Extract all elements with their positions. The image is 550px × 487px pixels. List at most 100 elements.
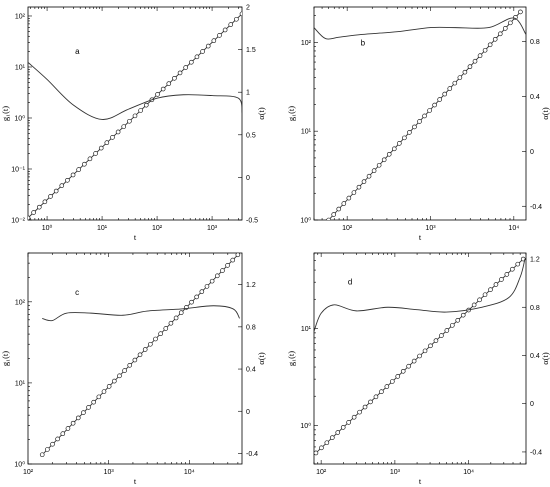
y-left-tick-label: 10¹ bbox=[301, 129, 312, 136]
x-axis-label: t bbox=[134, 232, 137, 242]
g1-data-point bbox=[111, 378, 117, 384]
y-right-tick-label: 0 bbox=[530, 149, 534, 156]
g1-data-point bbox=[204, 284, 210, 289]
g1-data-point bbox=[81, 410, 86, 415]
g1-data-point bbox=[158, 331, 163, 337]
g1-data-point bbox=[183, 65, 188, 70]
y-right-tick-label: -0.5 bbox=[246, 218, 258, 225]
g1-data-point bbox=[214, 273, 220, 279]
y-right-axis-label: α(t) bbox=[256, 107, 266, 120]
g1-data-point bbox=[391, 146, 397, 152]
g1-data-point bbox=[122, 368, 127, 373]
y-left-tick-label: 10¹ bbox=[15, 380, 26, 387]
g1-data-point bbox=[515, 261, 521, 267]
g1-data-point bbox=[520, 256, 526, 262]
g1-data-point bbox=[422, 348, 428, 354]
y-right-tick-label: 0.4 bbox=[530, 353, 540, 360]
g1-data-point bbox=[70, 420, 76, 426]
g1-data-point bbox=[319, 445, 324, 451]
y-left-tick-label: 10² bbox=[15, 299, 26, 306]
y-right-tick-label: 0 bbox=[246, 175, 250, 182]
g1-data-point bbox=[371, 168, 377, 174]
y-right-tick-label: 0 bbox=[530, 401, 534, 408]
g1-data-point bbox=[28, 215, 31, 220]
x-tick-label: 10³ bbox=[207, 225, 218, 232]
g1-data-point bbox=[53, 188, 59, 194]
g1-data-point bbox=[48, 194, 53, 199]
g1-data-point bbox=[502, 26, 508, 31]
plot-frame bbox=[27, 6, 243, 221]
g1-data-point bbox=[115, 129, 121, 135]
g1-data-point bbox=[395, 374, 401, 379]
g1-data-point bbox=[381, 157, 387, 163]
g1-data-point bbox=[467, 64, 473, 69]
g1-data-point bbox=[340, 425, 346, 430]
g1-data-point bbox=[376, 162, 382, 168]
panel-label: a bbox=[75, 47, 80, 56]
g1-data-point bbox=[428, 343, 433, 349]
g1-data-point bbox=[87, 156, 93, 162]
g1-data-point bbox=[132, 357, 138, 363]
g1-data-point bbox=[356, 184, 362, 190]
g1-data-point bbox=[239, 11, 242, 17]
g1-data-point bbox=[209, 278, 215, 284]
y-right-tick-label: -0.4 bbox=[246, 451, 258, 458]
x-axis-label: t bbox=[419, 232, 422, 242]
x-tick-label: 10³ bbox=[425, 225, 436, 232]
panel-label: b bbox=[361, 38, 366, 47]
y-left-tick-label: 10⁰ bbox=[14, 461, 25, 469]
g1-data-point bbox=[400, 368, 406, 374]
alpha-series-line bbox=[28, 62, 242, 120]
g1-data-point bbox=[460, 312, 466, 318]
g1-data-point bbox=[335, 430, 341, 435]
g1-data-point bbox=[60, 431, 66, 437]
x-tick-label: 10⁴ bbox=[463, 469, 474, 476]
y-left-tick-label: 10⁰ bbox=[300, 422, 311, 430]
g1-data-point bbox=[76, 167, 81, 172]
g1-data-point bbox=[31, 210, 36, 215]
g1-data-point bbox=[439, 333, 444, 338]
g1-data-point bbox=[482, 47, 488, 53]
x-axis-label: t bbox=[419, 476, 422, 486]
g1-data-point bbox=[36, 204, 42, 210]
g1-data-point bbox=[194, 294, 199, 300]
g1-data-point bbox=[177, 70, 183, 76]
g1-data-point bbox=[341, 201, 347, 206]
g1-data-point bbox=[411, 358, 417, 364]
g1-data-point bbox=[462, 69, 468, 75]
x-tick-label: 10² bbox=[316, 469, 327, 476]
x-tick-label: 10⁰ bbox=[42, 224, 53, 232]
g1-data-point bbox=[477, 297, 482, 303]
g1-data-point bbox=[225, 263, 230, 268]
g1-data-point bbox=[42, 199, 48, 205]
g1-data-point bbox=[50, 441, 55, 447]
y-right-tick-label: 1.2 bbox=[246, 282, 256, 289]
g1-data-point bbox=[142, 347, 148, 352]
g1-data-point bbox=[417, 119, 422, 124]
g1-data-point bbox=[492, 37, 498, 42]
plot-frame bbox=[313, 6, 527, 221]
g1-data-point bbox=[504, 272, 510, 277]
panel-a: 10⁰ 10¹ 10² 10³ 10⁻² 10⁻¹ 10⁰ 10¹ 10² -0.5 0 0.5 1 1.… bbox=[0, 5, 266, 243]
g1-data-point bbox=[222, 27, 228, 33]
y-left-tick-label: 10² bbox=[301, 40, 312, 47]
g1-data-point bbox=[137, 352, 143, 358]
g1-data-point bbox=[65, 426, 71, 431]
g1-data-point bbox=[455, 317, 461, 323]
g1-data-point bbox=[132, 113, 138, 119]
g1-data-point bbox=[351, 190, 357, 195]
g1-data-point bbox=[324, 440, 330, 446]
g1-data-point bbox=[200, 49, 205, 54]
g1-data-point bbox=[106, 384, 112, 389]
x-tick-label: 10² bbox=[23, 469, 34, 476]
g1-data-point bbox=[437, 97, 442, 102]
g1-data-point bbox=[417, 353, 422, 359]
g1-data-point bbox=[336, 206, 342, 212]
g1-data-point bbox=[373, 394, 379, 400]
g1-data-point bbox=[412, 124, 417, 130]
g1-data-point bbox=[510, 266, 515, 272]
x-tick-label: 10³ bbox=[104, 469, 115, 476]
g1-data-point bbox=[487, 42, 493, 48]
g1-data-point bbox=[172, 75, 177, 81]
g1-data-point bbox=[407, 130, 412, 135]
